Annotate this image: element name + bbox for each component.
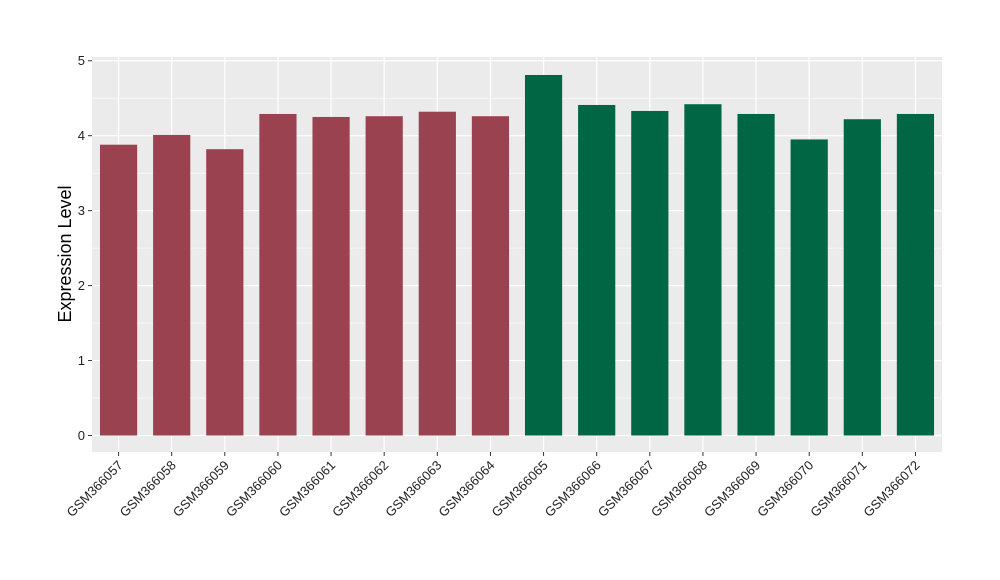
y-tick-label: 0 xyxy=(78,428,85,443)
bar-gsm366066 xyxy=(578,104,616,436)
bar-gsm366059 xyxy=(206,149,244,436)
y-axis-title: Expression Level xyxy=(55,185,75,322)
x-tick-label: GSM366063 xyxy=(382,458,444,520)
bar-gsm366063 xyxy=(418,111,456,436)
bar-gsm366057 xyxy=(99,144,138,436)
y-tick-label: 4 xyxy=(78,128,85,143)
y-tick-label: 1 xyxy=(78,353,85,368)
x-tick-label: GSM366060 xyxy=(223,458,285,520)
y-tick-label: 3 xyxy=(78,203,85,218)
bar-gsm366068 xyxy=(684,104,722,436)
y-axis: 0 1 2 3 4 5 xyxy=(78,53,92,443)
y-tick-label: 2 xyxy=(78,278,85,293)
x-tick-label: GSM366070 xyxy=(754,458,816,520)
x-axis: GSM366057GSM366058GSM366059GSM366060GSM3… xyxy=(63,452,923,520)
bar-gsm366067 xyxy=(631,110,669,436)
x-tick-label: GSM366057 xyxy=(63,458,125,520)
bar-gsm366069 xyxy=(737,113,775,436)
bar-gsm366071 xyxy=(843,119,881,436)
y-tick-label: 5 xyxy=(78,53,85,68)
bar-gsm366058 xyxy=(153,134,191,436)
bar-gsm366070 xyxy=(790,139,828,436)
x-tick-label: GSM366058 xyxy=(117,458,179,520)
bar-gsm366065 xyxy=(524,74,563,436)
x-tick-label: GSM366064 xyxy=(435,458,497,520)
x-tick-label: GSM366059 xyxy=(170,458,232,520)
x-tick-label: GSM366067 xyxy=(595,458,657,520)
x-tick-label: GSM366068 xyxy=(648,458,710,520)
x-tick-label: GSM366061 xyxy=(276,458,338,520)
bar-gsm366061 xyxy=(312,116,350,436)
bars xyxy=(99,74,935,436)
bar-gsm366062 xyxy=(365,116,403,436)
x-tick-label: GSM366066 xyxy=(542,458,604,520)
bar-gsm366072 xyxy=(896,113,935,436)
x-tick-label: GSM366062 xyxy=(329,458,391,520)
x-tick-label: GSM366071 xyxy=(807,458,869,520)
bar-gsm366060 xyxy=(259,113,297,436)
bar-gsm366064 xyxy=(471,116,510,436)
x-tick-label: GSM366069 xyxy=(701,458,763,520)
x-tick-label: GSM366065 xyxy=(488,458,550,520)
x-tick-label: GSM366072 xyxy=(860,458,922,520)
